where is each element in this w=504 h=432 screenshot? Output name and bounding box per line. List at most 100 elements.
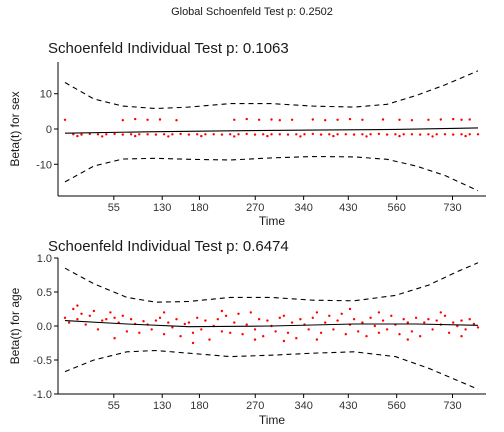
x-axis-title: Time [259, 413, 286, 427]
residual-point [266, 319, 269, 322]
residual-point [208, 338, 211, 341]
residual-point [324, 321, 327, 324]
residual-point [216, 318, 219, 321]
residual-point [311, 132, 314, 136]
residual-point [191, 341, 195, 345]
residual-point [101, 319, 104, 322]
x-tick-label: 730 [443, 400, 461, 412]
residual-point [319, 331, 323, 334]
y-tick-label: 1.0 [37, 253, 52, 265]
residual-point [204, 133, 207, 136]
panel-sex: Schoenfeld Individual Test p: 0.1063 Bet… [8, 40, 486, 228]
upper-confidence-band [64, 70, 479, 110]
residual-point [377, 331, 381, 334]
residual-point [253, 338, 257, 341]
residual-point [262, 335, 265, 338]
residual-point [278, 316, 281, 319]
residual-point [179, 335, 182, 338]
residual-point [105, 318, 108, 321]
residual-point [76, 134, 79, 138]
residual-point [96, 328, 100, 331]
residual-point [468, 318, 471, 321]
residual-point [452, 117, 455, 121]
residual-point [245, 132, 248, 136]
residual-point [460, 118, 463, 122]
residual-point [340, 312, 343, 315]
residual-point [357, 330, 360, 333]
x-tick-label: 560 [387, 400, 405, 412]
residual-point [398, 333, 401, 336]
residual-point [105, 133, 108, 136]
residual-point [113, 132, 116, 136]
y-tick-label: -0.5 [33, 355, 52, 367]
residual-point [278, 119, 281, 122]
residual-point [381, 319, 385, 322]
residual-point [76, 304, 79, 307]
residual-point [324, 119, 327, 122]
residual-point [72, 307, 75, 311]
residual-point [311, 118, 314, 121]
residual-point [410, 119, 414, 122]
residual-point [443, 314, 447, 317]
residual-point [311, 316, 314, 319]
residual-point [138, 331, 141, 334]
x-tick-label: 130 [153, 202, 171, 214]
residual-point [365, 335, 368, 338]
residual-point [200, 328, 203, 331]
residual-point [129, 133, 133, 136]
residual-point [460, 335, 463, 338]
residual-point [344, 333, 347, 336]
residual-point [266, 134, 269, 138]
residual-point [439, 118, 442, 121]
residual-point [472, 322, 476, 326]
residual-point [398, 134, 401, 138]
residual-point [385, 328, 389, 331]
residual-point [377, 311, 381, 314]
residual-point [96, 133, 100, 136]
residual-point [476, 133, 480, 136]
fitted-beta-line [64, 127, 479, 134]
residual-point [88, 314, 92, 317]
residual-point [257, 118, 261, 122]
x-tick-label: 130 [153, 400, 171, 412]
y-tick-label: 0.0 [37, 321, 52, 333]
residual-point [187, 321, 191, 324]
residual-point [332, 328, 335, 331]
residual-point [274, 330, 277, 333]
residual-point [315, 338, 319, 341]
residual-point [303, 133, 306, 136]
residual-point [435, 319, 438, 322]
residual-point [427, 318, 430, 321]
residual-point [113, 316, 116, 319]
residual-point [146, 133, 149, 136]
residual-point [464, 134, 467, 138]
residual-point [414, 316, 418, 319]
plot-area: -10 0 10 55 130 180 270 340 430 560 730 [36, 62, 486, 214]
residual-point [406, 321, 409, 324]
residual-point [67, 321, 71, 324]
residual-point [468, 133, 471, 136]
residual-point [307, 328, 310, 331]
residual-point [369, 133, 372, 136]
panel-title: Schoenfeld Individual Test p: 0.1063 [48, 40, 289, 57]
residual-point [452, 133, 455, 136]
residual-point [200, 134, 203, 138]
residual-point [390, 314, 393, 317]
x-tick-label: 180 [190, 400, 208, 412]
residual-point [286, 133, 290, 136]
residual-point [162, 133, 166, 136]
residual-point [406, 338, 409, 341]
residual-point [167, 321, 170, 324]
residual-point [468, 118, 471, 121]
residual-point [394, 133, 397, 136]
residual-point [377, 132, 381, 136]
residual-point [175, 318, 178, 321]
residual-point [257, 318, 261, 321]
residual-point [142, 320, 145, 323]
residual-point [328, 133, 331, 136]
residual-point [427, 118, 430, 122]
residual-point [158, 118, 162, 121]
residual-point [84, 323, 87, 326]
residual-point [212, 133, 215, 136]
